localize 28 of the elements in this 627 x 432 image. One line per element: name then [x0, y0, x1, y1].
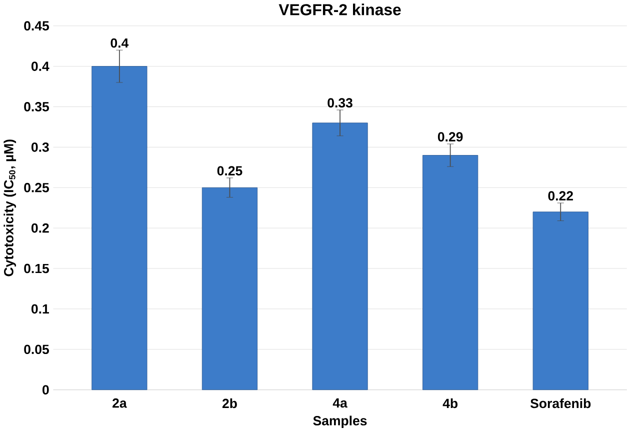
- x-tick-label: Sorafenib: [530, 398, 591, 408]
- data-label: 0.22: [548, 191, 573, 201]
- y-tick-label: 0.1: [31, 304, 49, 314]
- bar: [202, 188, 258, 390]
- x-axis-title: Samples: [313, 416, 367, 428]
- bar: [92, 66, 148, 390]
- x-tick-label: 2b: [222, 398, 237, 408]
- chart-title: VEGFR-2 kinase: [278, 4, 401, 16]
- data-label: 0.4: [110, 38, 129, 48]
- y-tick-label: 0.15: [24, 264, 49, 274]
- y-tick-label: 0.35: [24, 102, 49, 112]
- bar: [312, 122, 368, 390]
- y-tick-label: 0.2: [31, 224, 49, 233]
- x-tick-label: 2a: [112, 398, 127, 408]
- y-tick-label: 0.45: [24, 21, 49, 31]
- y-tick-label: 0.3: [31, 142, 49, 152]
- y-axis-title: Cytotoxicity (IC$_{50}$, µM): [4, 140, 16, 276]
- x-tick-label: 4b: [442, 398, 458, 408]
- bar: [422, 155, 478, 390]
- y-tick-label: 0.05: [24, 344, 49, 354]
- data-label: 0.29: [438, 132, 463, 142]
- y-tick-label: 0: [42, 385, 49, 395]
- data-label: 0.25: [217, 166, 242, 176]
- y-tick-label: 0.25: [24, 183, 49, 192]
- data-label: 0.33: [328, 98, 352, 108]
- bar: [532, 212, 588, 390]
- x-tick-label: 4a: [332, 398, 348, 408]
- y-tick-label: 0.4: [31, 62, 50, 72]
